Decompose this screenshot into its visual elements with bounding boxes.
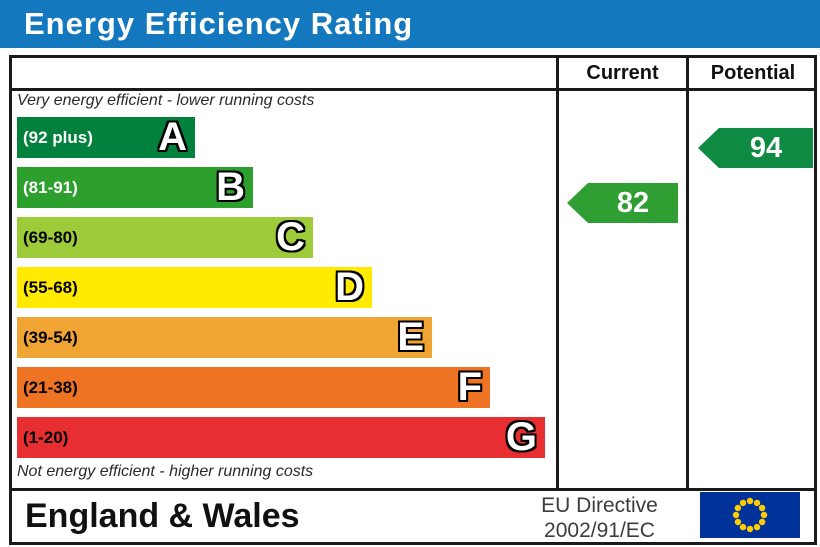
current-rating-arrow: 82 bbox=[567, 183, 678, 223]
current-rating-value: 82 bbox=[616, 186, 650, 219]
footer-divider bbox=[9, 488, 817, 491]
band-range-label: (92 plus) bbox=[23, 127, 93, 147]
band-A: (92 plus) A bbox=[17, 117, 195, 158]
band-letter: C bbox=[276, 215, 305, 259]
region-label: England & Wales bbox=[25, 497, 300, 535]
band-E: (39-54) E bbox=[17, 317, 432, 358]
band-range-label: (81-91) bbox=[23, 177, 78, 197]
band-letter: F bbox=[457, 365, 482, 409]
band-range-label: (39-54) bbox=[23, 327, 78, 347]
band-D: (55-68) D bbox=[17, 267, 372, 308]
band-range-label: (69-80) bbox=[23, 227, 78, 247]
page-title: Energy Efficiency Rating bbox=[24, 6, 414, 41]
band-range-label: (1-20) bbox=[23, 427, 69, 447]
title-banner: Energy Efficiency Rating bbox=[0, 0, 820, 48]
column-header-potential: Potential bbox=[710, 62, 796, 84]
potential-rating-value: 94 bbox=[749, 131, 783, 164]
eu-directive-line1: EU Directive bbox=[541, 494, 658, 517]
band-G: (1-20) G bbox=[17, 417, 545, 458]
band-B: (81-91) B bbox=[17, 167, 253, 208]
top-note: Very energy efficient - lower running co… bbox=[17, 92, 315, 109]
band-letter: B bbox=[216, 165, 245, 209]
band-letter: A bbox=[158, 115, 187, 159]
band-letter: D bbox=[335, 265, 364, 309]
band-range-label: (55-68) bbox=[23, 277, 78, 297]
arrow-tip bbox=[567, 183, 588, 223]
header-divider bbox=[9, 88, 817, 91]
potential-rating-arrow: 94 bbox=[698, 128, 813, 168]
band-letter: E bbox=[397, 315, 424, 359]
eu-directive-label: EU Directive 2002/91/EC bbox=[512, 493, 687, 543]
column-divider-current bbox=[556, 55, 559, 491]
band-letter: G bbox=[505, 415, 537, 459]
eu-flag-icon bbox=[700, 492, 800, 538]
column-header-current: Current bbox=[586, 62, 659, 84]
band-range-label: (21-38) bbox=[23, 377, 78, 397]
eu-directive-line2: 2002/91/EC bbox=[544, 519, 655, 542]
band-C: (69-80) C bbox=[17, 217, 313, 258]
bottom-note: Not energy efficient - higher running co… bbox=[17, 463, 314, 480]
arrow-body: 82 bbox=[588, 183, 678, 223]
arrow-body: 94 bbox=[719, 128, 813, 168]
arrow-tip bbox=[698, 128, 719, 168]
band-F: (21-38) F bbox=[17, 367, 490, 408]
column-divider-potential bbox=[686, 55, 689, 491]
rating-table-frame bbox=[9, 55, 817, 545]
